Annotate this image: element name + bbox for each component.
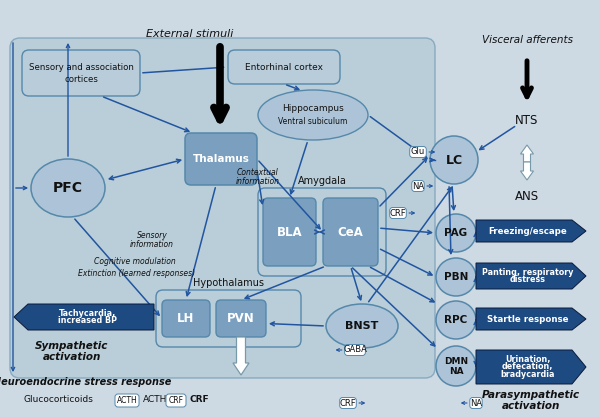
Text: NA: NA <box>470 399 482 407</box>
Ellipse shape <box>258 90 368 140</box>
Text: External stimuli: External stimuli <box>146 29 233 39</box>
Text: PFC: PFC <box>53 181 83 195</box>
FancyBboxPatch shape <box>216 300 266 337</box>
FancyBboxPatch shape <box>228 50 340 84</box>
Text: CRF: CRF <box>389 208 406 218</box>
FancyArrow shape <box>233 337 249 375</box>
Ellipse shape <box>436 258 476 296</box>
Text: CRF: CRF <box>340 399 356 407</box>
Text: PAG: PAG <box>445 228 467 238</box>
Text: Contextual: Contextual <box>237 168 279 176</box>
FancyBboxPatch shape <box>263 198 316 266</box>
Ellipse shape <box>326 304 398 348</box>
Text: Cognitive modulation: Cognitive modulation <box>94 258 176 266</box>
Text: Glu: Glu <box>411 148 425 156</box>
Text: Urination,: Urination, <box>505 355 550 364</box>
Text: CRF: CRF <box>169 396 184 405</box>
Text: ANS: ANS <box>515 189 539 203</box>
Text: NA: NA <box>449 367 463 377</box>
FancyArrow shape <box>476 350 586 384</box>
Text: Ventral subiculum: Ventral subiculum <box>278 116 347 126</box>
FancyBboxPatch shape <box>340 397 356 409</box>
Ellipse shape <box>436 214 476 252</box>
FancyArrow shape <box>476 220 586 242</box>
FancyBboxPatch shape <box>156 290 301 347</box>
Text: ACTH: ACTH <box>116 396 137 405</box>
Text: CeA: CeA <box>338 226 364 239</box>
Text: Sympathetic: Sympathetic <box>35 341 109 351</box>
Text: LH: LH <box>178 312 194 325</box>
FancyArrow shape <box>476 263 586 289</box>
Text: Visceral afferents: Visceral afferents <box>482 35 572 45</box>
Text: information: information <box>130 239 174 249</box>
Text: information: information <box>236 176 280 186</box>
FancyArrow shape <box>14 304 154 330</box>
FancyBboxPatch shape <box>10 38 435 378</box>
Text: Neuroendocrine stress response: Neuroendocrine stress response <box>0 377 171 387</box>
FancyBboxPatch shape <box>410 146 426 158</box>
FancyBboxPatch shape <box>162 300 210 337</box>
Text: ACTH: ACTH <box>143 395 167 404</box>
Text: CRF: CRF <box>190 395 209 404</box>
Text: LC: LC <box>445 153 463 166</box>
Text: bradycardia: bradycardia <box>500 370 555 379</box>
FancyArrow shape <box>521 145 533 162</box>
Text: distress: distress <box>509 275 545 284</box>
FancyBboxPatch shape <box>22 50 140 96</box>
Text: Parasympathetic: Parasympathetic <box>482 390 580 400</box>
FancyBboxPatch shape <box>390 208 406 219</box>
Text: Tachycardia,: Tachycardia, <box>59 309 116 318</box>
Text: NTS: NTS <box>515 113 539 126</box>
Text: activation: activation <box>502 401 560 411</box>
FancyArrow shape <box>521 162 533 180</box>
FancyBboxPatch shape <box>470 397 482 409</box>
Text: Hypothalamus: Hypothalamus <box>193 278 264 288</box>
Text: RPC: RPC <box>445 315 467 325</box>
Text: NA: NA <box>412 181 424 191</box>
Text: Thalamus: Thalamus <box>193 154 250 164</box>
Text: Freezing/escape: Freezing/escape <box>488 226 567 236</box>
FancyBboxPatch shape <box>258 188 386 276</box>
Text: cortices: cortices <box>64 75 98 83</box>
Ellipse shape <box>31 159 105 217</box>
Text: PBN: PBN <box>444 272 468 282</box>
Ellipse shape <box>436 301 476 339</box>
Text: Panting, respiratory: Panting, respiratory <box>482 268 573 277</box>
FancyBboxPatch shape <box>412 181 424 191</box>
FancyBboxPatch shape <box>115 394 139 407</box>
Text: increased BP: increased BP <box>58 316 117 325</box>
FancyBboxPatch shape <box>344 344 365 356</box>
Text: activation: activation <box>43 352 101 362</box>
Text: Entorhinal cortex: Entorhinal cortex <box>245 63 323 71</box>
Text: Glucocorticoids: Glucocorticoids <box>24 395 94 404</box>
Text: Amygdala: Amygdala <box>298 176 346 186</box>
Text: GABA: GABA <box>343 346 367 354</box>
Text: DMN: DMN <box>444 357 468 365</box>
Text: Extinction (learned responses): Extinction (learned responses) <box>79 269 196 279</box>
Text: BLA: BLA <box>277 226 302 239</box>
Text: Sensory and association: Sensory and association <box>29 63 133 71</box>
Text: Sensory: Sensory <box>137 231 167 239</box>
Ellipse shape <box>436 346 476 386</box>
Text: defecation,: defecation, <box>502 362 553 372</box>
FancyBboxPatch shape <box>166 394 186 407</box>
FancyBboxPatch shape <box>185 133 257 185</box>
Text: BNST: BNST <box>346 321 379 331</box>
Text: Startle response: Startle response <box>487 314 568 324</box>
FancyArrow shape <box>476 308 586 330</box>
Text: PVN: PVN <box>227 312 255 325</box>
FancyBboxPatch shape <box>323 198 378 266</box>
Ellipse shape <box>430 136 478 184</box>
Text: Hippocampus: Hippocampus <box>282 103 344 113</box>
